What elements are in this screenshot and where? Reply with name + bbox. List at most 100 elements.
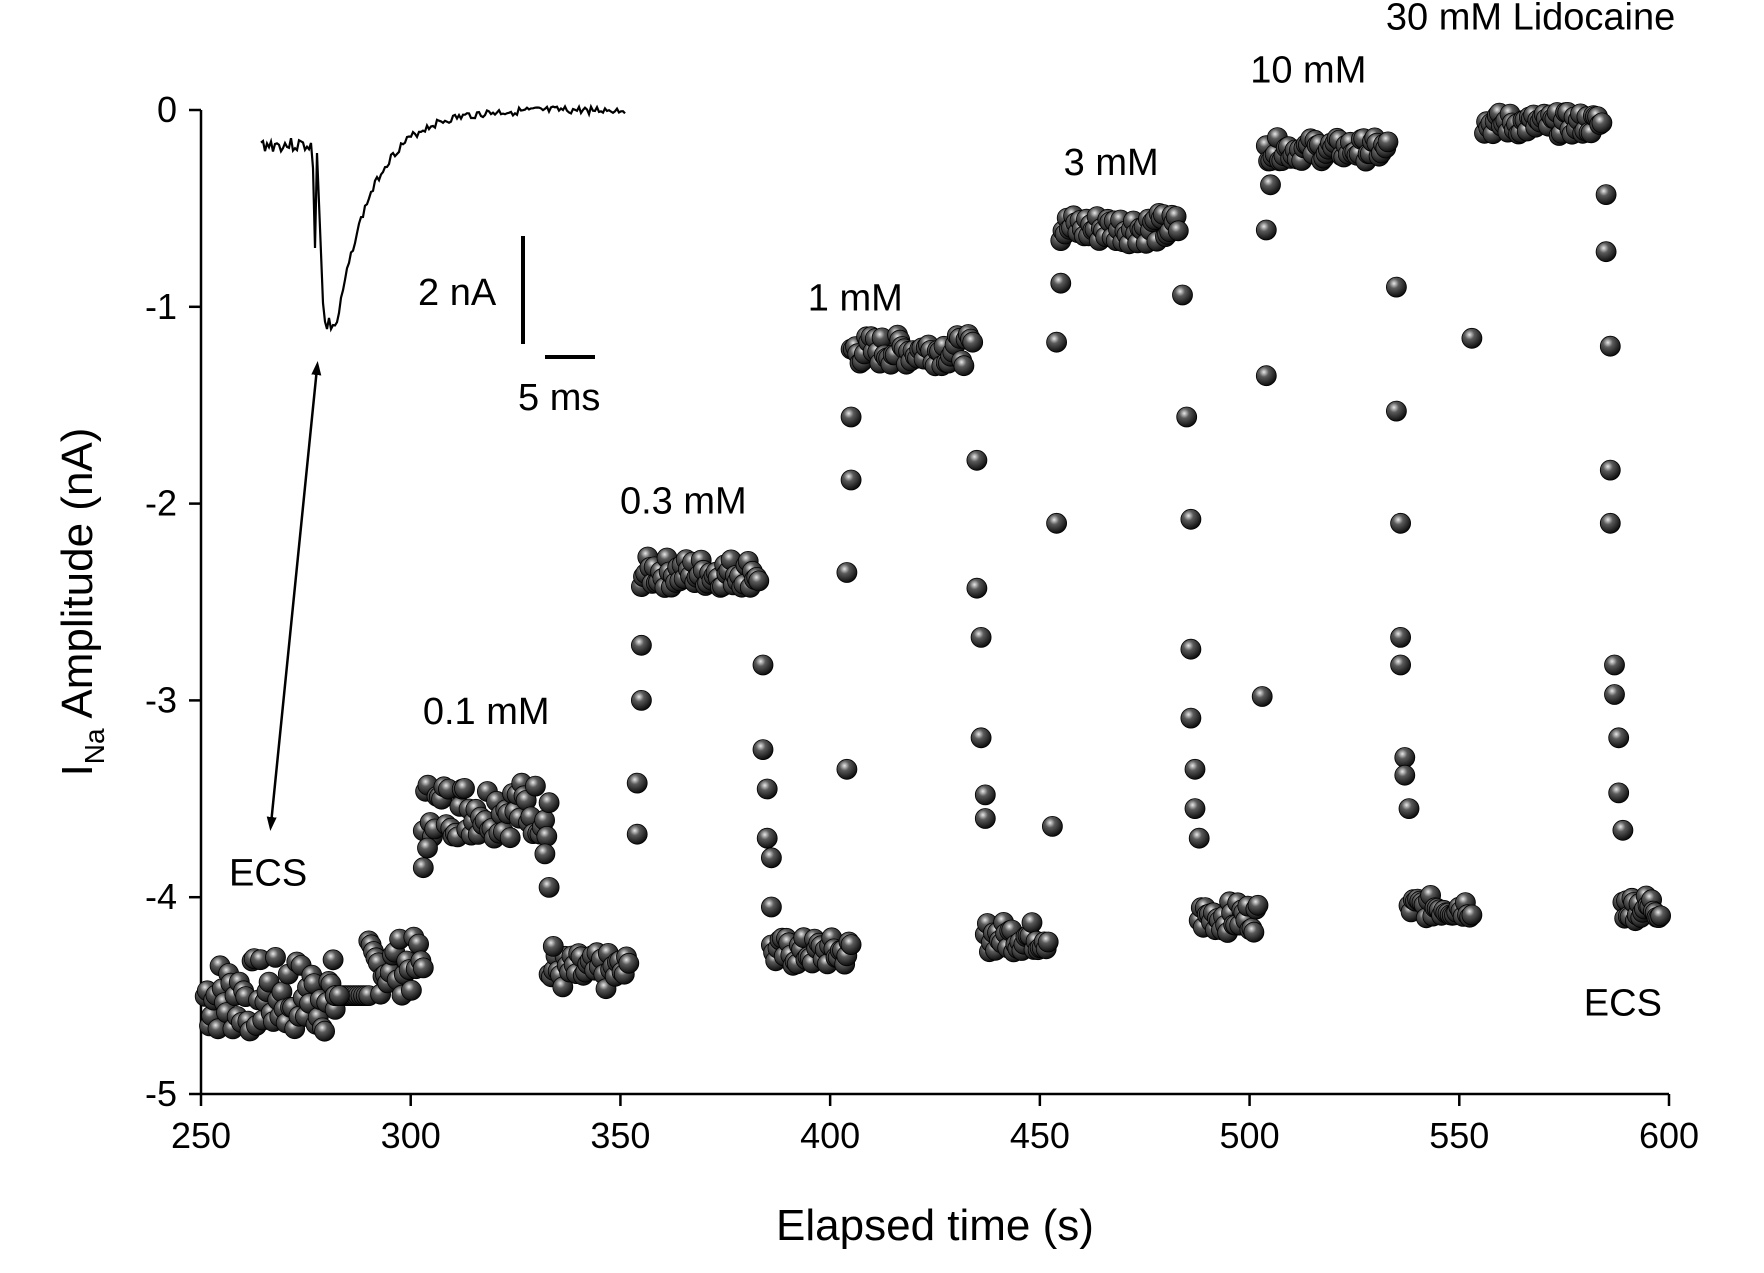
current-trace (260, 103, 626, 333)
data-point (1595, 184, 1617, 206)
data-point (974, 784, 996, 806)
data-point (1180, 707, 1202, 729)
data-point (322, 949, 344, 971)
data-point (536, 826, 558, 847)
x-tick-label: 550 (1429, 1115, 1489, 1156)
annotation-label: 0.3 mM (620, 480, 747, 522)
annotation-label: ECS (1584, 982, 1662, 1024)
data-point (836, 758, 858, 780)
arrow (266, 361, 322, 831)
data-point (1255, 365, 1277, 387)
y-ticks: 0 -1 -2 -3 -4 -5 (145, 89, 201, 1114)
data-point (752, 654, 774, 676)
data-point (1184, 798, 1206, 819)
data-point (1260, 174, 1281, 196)
data-point (631, 690, 652, 711)
data-point (974, 808, 996, 829)
y-axis-title: INa Amplitude (nA) (53, 428, 110, 777)
data-point (1386, 276, 1407, 298)
x-tick-label: 350 (590, 1115, 650, 1156)
y-tick-label: -4 (145, 876, 177, 917)
data-point (1398, 798, 1420, 819)
data-point (756, 827, 778, 849)
annotation-label: 10 mM (1250, 49, 1366, 91)
data-point (412, 957, 434, 979)
x-tick-label: 400 (800, 1115, 860, 1156)
y-tick-label: -2 (145, 483, 177, 524)
data-point (626, 772, 648, 794)
data-point (400, 979, 422, 1001)
data-points (194, 102, 1671, 1042)
annotation-label: 1 mM (808, 278, 903, 320)
axes: 250 300 350 400 450 500 550 600 0 -1 -2 -3 -4 -5 (145, 89, 1699, 1156)
y-tick-label: 0 (157, 89, 177, 130)
data-point (1599, 512, 1621, 534)
data-point (1037, 931, 1059, 953)
data-point (1046, 512, 1067, 534)
data-point (1394, 764, 1416, 786)
y-axis-title-rest: Amplitude (nA) (53, 428, 102, 729)
annotations: ECS 0.1 mM 0.3 mM 1 mM 3 mM 10 mM 30 mM Lidoca… (229, 0, 1675, 1024)
y-tick-label: -1 (145, 286, 177, 327)
data-point (1247, 894, 1269, 916)
data-point (417, 837, 438, 859)
data-point (534, 843, 556, 865)
inset-trace: 2 nA 5 ms (260, 103, 626, 831)
data-point (1184, 758, 1206, 780)
data-point (970, 627, 992, 648)
data-point (966, 577, 988, 599)
data-point (1390, 654, 1411, 676)
data-point (840, 934, 862, 955)
data-point (525, 775, 546, 797)
data-point (1608, 727, 1630, 749)
data-point (1650, 905, 1671, 927)
data-point (1599, 459, 1621, 481)
x-tick-label: 250 (171, 1115, 231, 1156)
data-point (840, 469, 862, 491)
x-tick-label: 600 (1639, 1115, 1699, 1156)
data-point (761, 847, 782, 869)
y-axis-title-main: I (53, 764, 102, 776)
data-point (970, 727, 992, 749)
data-point (626, 823, 648, 845)
x-tick-label: 300 (381, 1115, 441, 1156)
data-point (1599, 335, 1621, 357)
data-point (756, 778, 778, 800)
annotation-label: 30 mM Lidocaine (1386, 0, 1675, 38)
data-point (1176, 406, 1198, 428)
data-point (953, 355, 975, 377)
data-point (314, 1020, 336, 1042)
data-point (454, 778, 475, 799)
data-point (966, 449, 988, 471)
data-point (1255, 219, 1277, 241)
data-point (1604, 684, 1625, 705)
x-tick-label: 500 (1220, 1115, 1280, 1156)
data-point (748, 570, 770, 592)
data-point (328, 985, 350, 1006)
data-point (1461, 904, 1483, 926)
data-point (538, 877, 560, 898)
y-tick-label: -3 (145, 679, 177, 720)
data-point (1251, 686, 1273, 707)
data-point (542, 936, 564, 957)
data-point (1612, 819, 1634, 841)
data-point (1167, 220, 1189, 242)
data-point (1390, 512, 1411, 534)
x-ticks: 250 300 350 400 450 500 550 600 (171, 1094, 1699, 1156)
data-point (631, 634, 652, 656)
data-point (412, 857, 434, 879)
annotation-label: 0.1 mM (423, 691, 550, 733)
data-point (1188, 827, 1210, 849)
data-point (1180, 508, 1202, 530)
current-scale-label: 2 nA (418, 272, 497, 314)
data-point (1386, 400, 1407, 422)
data-point (1042, 816, 1063, 837)
y-axis-title-sub: Na (79, 728, 110, 764)
data-point (962, 331, 984, 353)
time-scale-label: 5 ms (518, 377, 600, 419)
data-point (1021, 912, 1043, 933)
data-point (1390, 627, 1411, 648)
data-point (1172, 284, 1193, 306)
data-point (1608, 782, 1630, 804)
